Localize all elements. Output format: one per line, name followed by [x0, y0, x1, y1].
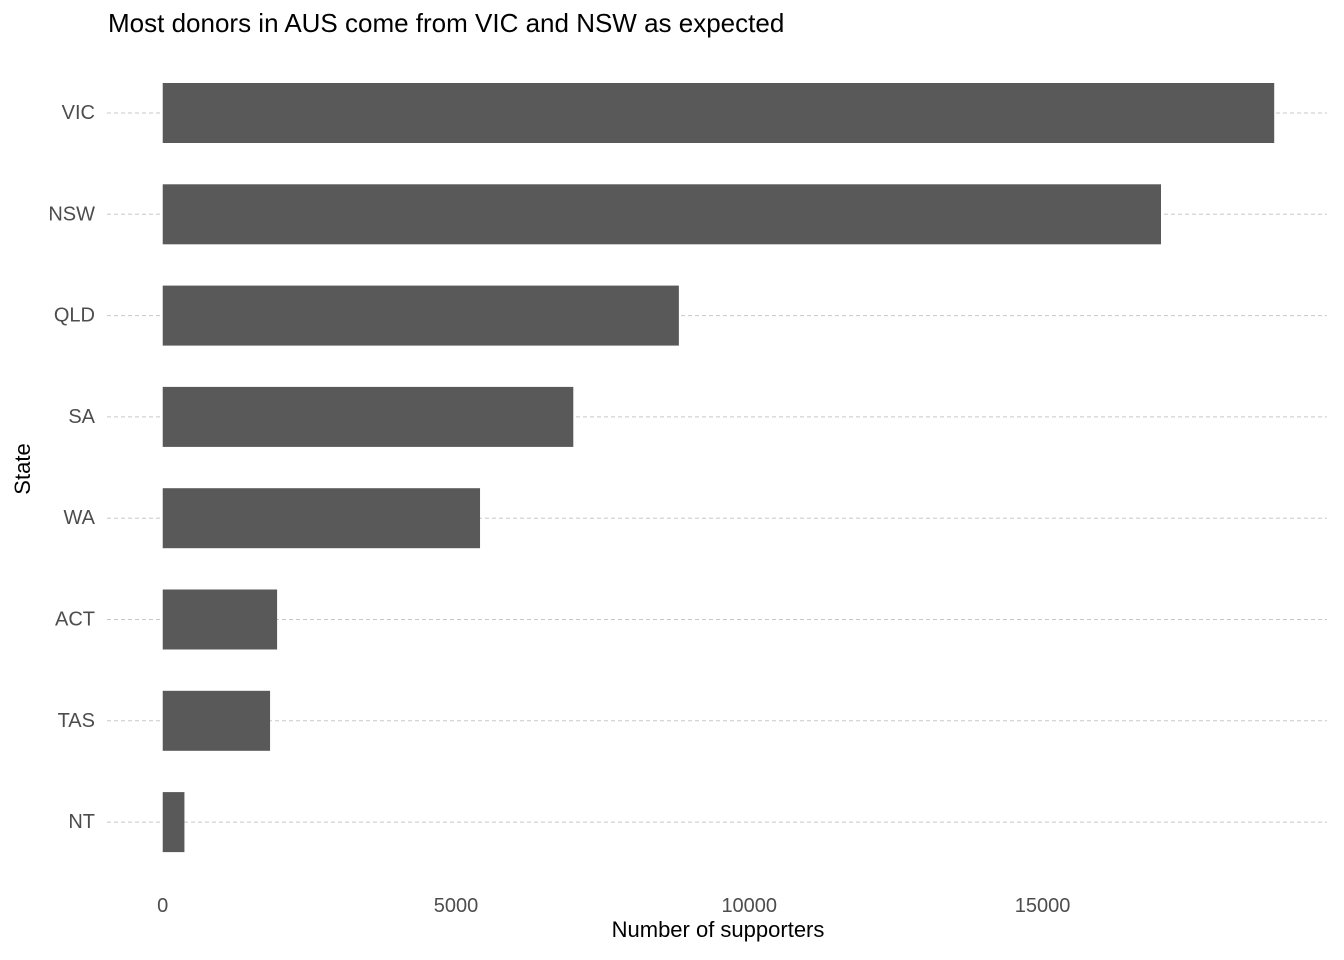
- y-tick-label-nsw: NSW: [48, 203, 95, 225]
- y-tick-labels: VIC NSW QLD SA WA ACT TAS NT: [48, 102, 95, 833]
- bar-act: [162, 589, 278, 650]
- x-tick-label-5000: 5000: [434, 895, 479, 917]
- x-tick-labels: 0 5000 10000 15000: [157, 895, 1070, 917]
- x-axis-title: Number of supporters: [611, 917, 825, 942]
- bar-tas: [162, 690, 271, 751]
- x-tick-label-10000: 10000: [721, 895, 777, 917]
- bar-nsw: [162, 184, 1162, 245]
- y-tick-label-qld: QLD: [54, 305, 95, 327]
- y-tick-label-tas: TAS: [58, 710, 95, 732]
- y-tick-label-nt: NT: [68, 811, 95, 833]
- chart-title: Most donors in AUS come from VIC and NSW…: [108, 8, 785, 38]
- y-tick-label-act: ACT: [55, 609, 95, 631]
- bar-vic: [162, 83, 1275, 143]
- y-tick-label-sa: SA: [68, 406, 95, 428]
- bar-qld: [162, 285, 679, 346]
- x-tick-label-15000: 15000: [1015, 895, 1071, 917]
- y-tick-label-wa: WA: [64, 507, 96, 529]
- bars: [162, 83, 1275, 853]
- x-tick-label-0: 0: [157, 895, 168, 917]
- y-tick-label-vic: VIC: [62, 102, 95, 124]
- bar-nt: [162, 792, 185, 853]
- bar-wa: [162, 488, 481, 549]
- bar-sa: [162, 386, 574, 447]
